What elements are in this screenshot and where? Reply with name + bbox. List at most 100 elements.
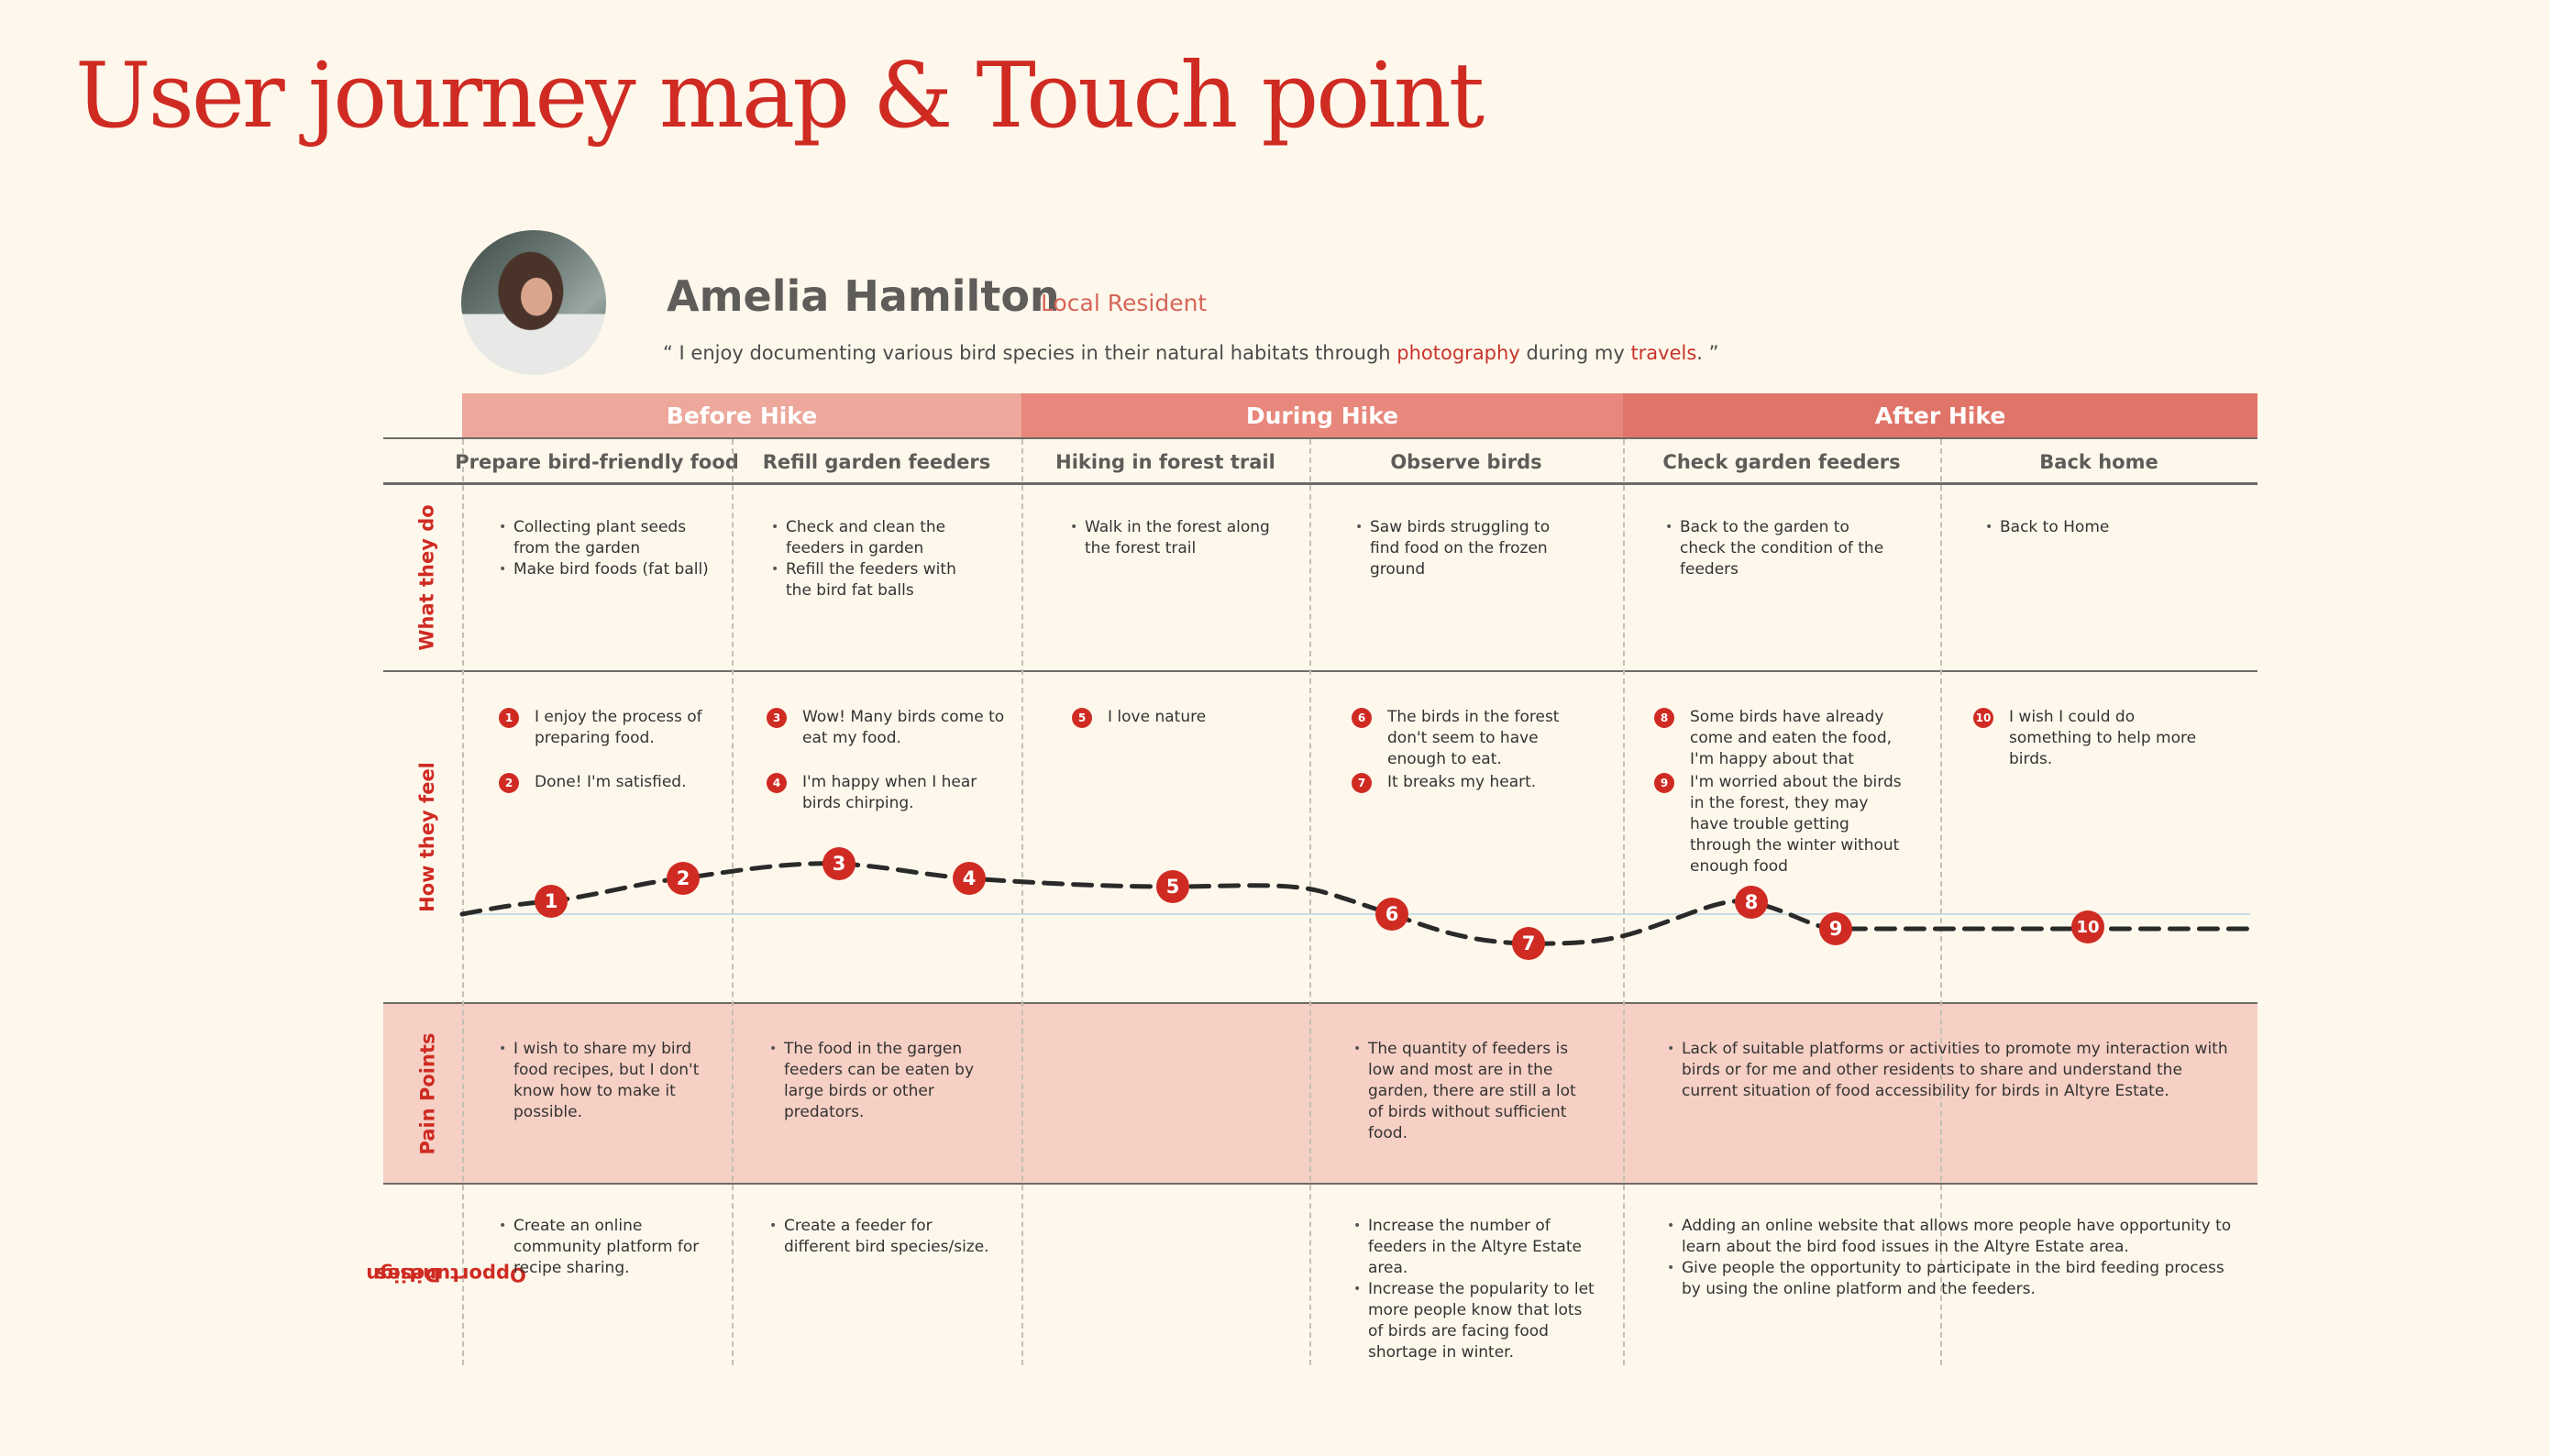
list-item: Adding an online website that allows mor… [1667,1216,2235,1258]
stage-back-home: Back home [2039,451,2158,473]
feeling-text: I enjoy the process of preparing food. [535,708,702,747]
feeling-number-badge: 4 [767,773,787,793]
row-label-what-they-do: What they do [400,484,455,670]
feeling-3: 3 Wow! Many birds come to eat my food. [767,707,1005,749]
feeling-number-badge: 1 [499,708,519,728]
emotion-marker-9: 9 [1819,912,1852,945]
divider [383,437,2257,439]
list-item: Refill the feeders with the bird fat bal… [771,559,981,601]
emotion-marker-8: 8 [1735,886,1768,919]
do-cell-6: Back to Home [1984,517,2204,538]
column-divider [1309,439,1311,1365]
pain-cell-2: The food in the gargen feeders can be ea… [768,1039,998,1123]
stage-observe-birds: Observe birds [1390,451,1542,473]
page-title: User journey map & Touch point [75,44,1485,149]
stage-hiking-trail: Hiking in forest trail [1055,451,1275,473]
feeling-text: I'm happy when I hear birds chirping. [802,773,977,812]
feeling-text: Wow! Many birds come to eat my food. [802,708,1005,747]
do-cell-5: Back to the garden to check the conditio… [1664,517,1889,580]
column-divider [1623,439,1625,1365]
pain-cell-1: I wish to share my bird food recipes, bu… [498,1039,718,1123]
list-item: Make bird foods (fat ball) [499,559,713,580]
pain-cell-5: Lack of suitable platforms or activities… [1666,1039,2235,1102]
do-cell-3: Walk in the forest along the forest trai… [1069,517,1280,559]
feeling-2: 2 Done! I'm satisfied. [499,772,710,793]
column-divider [732,439,734,1365]
list-item: The quantity of feeders is low and most … [1353,1039,1586,1144]
feeling-text: It breaks my heart. [1387,773,1537,791]
pain-cell-4: The quantity of feeders is low and most … [1352,1039,1586,1144]
feeling-number-badge: 3 [767,708,787,728]
feeling-number-badge: 2 [499,773,519,793]
do-cell-4: Saw birds struggling to find food on the… [1354,517,1574,580]
row-label-text: Design Opportunities [366,1199,526,1350]
quote-highlight-photography: photography [1396,342,1520,364]
do-cell-2: Check and clean the feeders in garden Re… [770,517,981,601]
list-item: I wish to share my bird food recipes, bu… [499,1039,718,1123]
feeling-text: I love nature [1108,708,1207,726]
row-label-pain-points: Pain Points [400,1004,455,1183]
list-item: Create a feeder for different bird speci… [769,1216,998,1258]
quote-text: . ” [1696,342,1719,364]
divider [383,670,2257,672]
divider [383,1183,2257,1185]
list-item: The food in the gargen feeders can be ea… [769,1039,998,1123]
phase-during-hike: During Hike [1021,393,1623,438]
row-label-text: How they feel [416,762,439,912]
feeling-number-badge: 6 [1352,708,1372,728]
emotion-baseline [462,913,2250,915]
phase-after-hike: After Hike [1623,393,2257,438]
persona-quote: “ I enjoy documenting various bird speci… [663,342,1719,364]
emotion-marker-7: 7 [1512,927,1545,960]
row-label-how-they-feel: How they feel [400,672,455,1002]
quote-highlight-travels: travels [1630,342,1697,364]
divider [383,1002,2257,1004]
row-label-text: Pain Points [416,1032,438,1154]
list-item: Give people the opportunity to participa… [1667,1258,2235,1300]
persona-name: Amelia Hamilton [667,271,1060,321]
emotion-marker-3: 3 [822,847,856,880]
feeling-6: 6 The birds in the forest don't seem to h… [1352,707,1599,770]
feeling-text: Done! I'm satisfied. [535,773,687,791]
list-item: Increase the number of feeders in the Al… [1353,1216,1595,1279]
list-item: Create an online community platform for … [499,1216,718,1279]
list-item: Collecting plant seeds from the garden [499,517,713,559]
feeling-text: The birds in the forest don't seem to ha… [1387,708,1560,768]
emotion-marker-6: 6 [1375,898,1408,931]
feeling-number-badge: 5 [1072,708,1092,728]
phase-before-hike: Before Hike [462,393,1021,438]
list-item: Back to the garden to check the conditio… [1665,517,1889,580]
divider [383,482,2257,485]
design-cell-4: Increase the number of feeders in the Al… [1352,1216,1595,1363]
feeling-5: 5 I love nature [1072,707,1292,728]
persona-avatar [461,230,606,375]
persona-role: Local Resident [1041,290,1208,316]
feeling-8: 8 Some birds have already come and eaten … [1654,707,1911,770]
emotion-marker-5: 5 [1156,870,1189,903]
feeling-7: 7 It breaks my heart. [1352,772,1599,793]
feeling-text: I wish I could do something to help more… [2009,708,2197,768]
feeling-text: I'm worried about the birds in the fores… [1690,773,1902,876]
stage-check-feeders: Check garden feeders [1662,451,1901,473]
emotion-marker-4: 4 [953,862,986,895]
design-cell-2: Create a feeder for different bird speci… [768,1216,998,1258]
list-item: Check and clean the feeders in garden [771,517,981,559]
list-item: Back to Home [1985,517,2204,538]
column-divider [1021,439,1023,1365]
feeling-number-badge: 7 [1352,773,1372,793]
quote-text: during my [1519,342,1631,364]
feeling-number-badge: 9 [1654,773,1674,793]
feeling-9: 9 I'm worried about the birds in the fore… [1654,772,1902,877]
design-cell-1: Create an online community platform for … [498,1216,718,1279]
stage-prepare-food: Prepare bird-friendly food [455,451,739,473]
emotion-marker-10: 10 [2071,910,2104,943]
emotion-marker-1: 1 [535,885,568,918]
quote-text: “ I enjoy documenting various bird speci… [663,342,1397,364]
stage-refill-feeders: Refill garden feeders [762,451,991,473]
emotion-marker-2: 2 [667,862,700,895]
row-label-text: What they do [416,503,439,651]
list-item: Lack of suitable platforms or activities… [1667,1039,2235,1102]
list-item: Saw birds struggling to find food on the… [1355,517,1574,580]
feeling-number-badge: 10 [1973,708,1993,728]
design-cell-5: Adding an online website that allows mor… [1666,1216,2235,1300]
